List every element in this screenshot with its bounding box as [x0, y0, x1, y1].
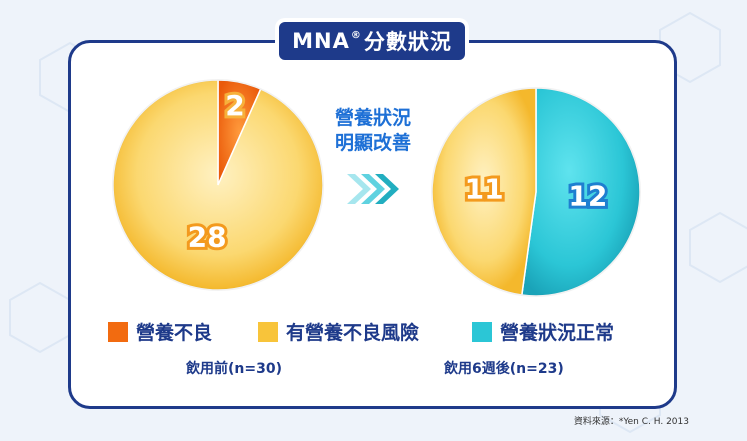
- pie-slice: [112, 79, 324, 291]
- pie-before: 2 28: [112, 79, 324, 291]
- pie-outline: [112, 79, 324, 291]
- legend-normal: 營養狀況正常: [472, 318, 614, 345]
- pie-after: 12 11: [431, 87, 641, 297]
- legend-swatch: [108, 321, 128, 342]
- title-rest: 分數狀況: [363, 30, 452, 54]
- pie-outline: [431, 87, 641, 297]
- legend-at-risk: 有營養不良風險: [258, 318, 419, 345]
- slice-label: 12: [568, 180, 607, 213]
- title-main: MNA: [292, 29, 350, 53]
- slice-label: 28: [188, 220, 227, 253]
- registered-mark: ®: [350, 29, 362, 41]
- improve-line-1: 營養狀況: [334, 107, 411, 129]
- slice-label: 2: [225, 89, 244, 122]
- title-badge: MNA ® 分數狀況: [279, 22, 465, 60]
- caption-after: 飲用6週後(n=23): [444, 361, 564, 377]
- pie-slice: [520, 87, 641, 297]
- chevron-arrows-icon: [347, 174, 399, 204]
- legend-label: 營養狀況正常: [500, 322, 615, 344]
- improve-line-2: 明顯改善: [334, 132, 411, 154]
- improvement-note: 營養狀況 明顯改善: [318, 106, 428, 156]
- pie-slice: [431, 87, 537, 296]
- legend-swatch: [472, 321, 492, 342]
- slice-label: 11: [465, 172, 504, 205]
- caption-before: 飲用前(n=30): [186, 361, 282, 377]
- source-note: 資料來源：*Yen C. H. 2013: [573, 417, 689, 427]
- legend-label: 營養不良: [136, 322, 213, 344]
- legend-label: 有營養不良風險: [286, 322, 420, 344]
- legend-swatch: [258, 321, 278, 342]
- legend-malnourished: 營養不良: [108, 318, 212, 345]
